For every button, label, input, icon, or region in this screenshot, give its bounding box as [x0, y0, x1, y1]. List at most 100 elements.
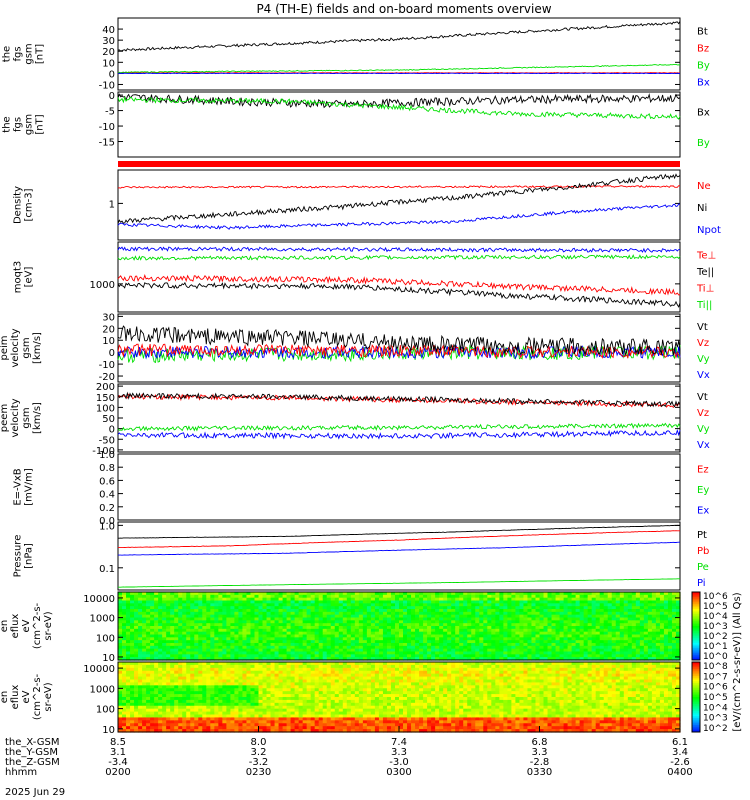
spectrogram-cell — [158, 702, 163, 707]
spectrogram-cell — [366, 600, 372, 604]
spectrogram-cell — [350, 617, 356, 621]
spectrogram-cell — [270, 699, 276, 704]
spectrogram-cell — [218, 691, 223, 695]
spectrogram-cell — [210, 614, 215, 619]
legend-By: By — [697, 138, 710, 149]
spectrogram-cell — [563, 657, 569, 661]
spectrogram-cell — [226, 640, 231, 644]
spectrogram-cell — [507, 654, 512, 658]
spectrogram-cell — [639, 628, 645, 633]
spectrogram-cell — [346, 679, 352, 684]
spectrogram-cell — [611, 637, 617, 641]
spectrogram-cell — [382, 645, 388, 650]
spectrogram-cell — [190, 637, 195, 641]
spectrogram-cell — [651, 600, 657, 604]
spectrogram-cell — [631, 651, 637, 655]
spectrogram-cell — [374, 654, 380, 658]
spectrogram-cell — [202, 667, 207, 672]
spectrogram-cell — [314, 600, 320, 604]
spectrogram-cell — [138, 697, 143, 701]
spectrogram-cell — [226, 688, 231, 692]
spectrogram-cell — [322, 645, 328, 650]
spectrogram-cell — [483, 611, 488, 616]
spectrogram-cell — [186, 688, 191, 692]
spectrogram-cell — [202, 628, 207, 633]
spectrogram-cell — [182, 606, 187, 610]
spectrogram-cell — [158, 597, 163, 602]
spectrogram-cell — [190, 640, 195, 644]
spectrogram-cell — [194, 708, 199, 713]
spectrogram-cell — [527, 648, 533, 653]
spectrogram-cell — [214, 592, 219, 596]
spectrogram-cell — [411, 603, 416, 607]
spectrogram-cell — [238, 688, 244, 692]
spectrogram-cell — [298, 634, 304, 638]
spectrogram-cell — [258, 620, 264, 624]
spectrogram-cell — [274, 648, 280, 653]
spectrogram-cell — [346, 617, 352, 621]
spectrogram-cell — [326, 699, 332, 704]
spectrogram-cell — [487, 620, 492, 624]
spectrogram-cell — [150, 679, 155, 684]
spectrogram-cell — [278, 628, 284, 633]
spectrogram-cell — [142, 651, 147, 655]
spectrogram-cell — [350, 606, 356, 610]
spectrogram-cell — [579, 603, 585, 607]
spectrogram-cell — [146, 645, 151, 650]
spectrogram-cell — [190, 717, 195, 721]
spectrogram-cell — [583, 648, 589, 653]
spectrogram-cell — [659, 597, 665, 602]
series-Bt — [117, 20, 681, 52]
spectrogram-cell — [190, 620, 195, 624]
spectrogram-cell — [627, 640, 633, 644]
spectrogram-cell — [146, 620, 151, 624]
spectrogram-cell — [186, 628, 191, 633]
spectrogram-cell — [386, 637, 392, 641]
spectrogram-cell — [655, 654, 661, 658]
spectrogram-cell — [483, 640, 488, 644]
spectrogram-cell — [202, 673, 207, 678]
spectrogram-cell — [671, 648, 677, 653]
spectrogram-cell — [354, 648, 360, 653]
spectrogram-cell — [222, 654, 227, 658]
spectrogram-cell — [419, 611, 424, 616]
spectrogram-cell — [603, 609, 609, 613]
spectrogram-cell — [342, 714, 348, 719]
spectrogram-cell — [415, 606, 420, 610]
spectrogram-cell — [455, 603, 460, 607]
spectrogram-cell — [583, 626, 589, 630]
spectrogram-cell — [611, 611, 617, 616]
spectrogram-cell — [210, 717, 215, 721]
spectrogram-cell — [607, 631, 613, 636]
spectrogram-cell — [643, 606, 649, 610]
spectrogram-cell — [186, 651, 191, 655]
spectrogram-cell — [322, 648, 328, 653]
spectrogram-cell — [555, 657, 561, 661]
spectrogram-cell — [427, 626, 432, 630]
spectrogram-cell — [346, 697, 352, 701]
spectrogram-cell — [358, 611, 364, 616]
spectrogram-cell — [230, 606, 236, 610]
spectrogram-cell — [258, 714, 264, 719]
legend-Ex: Ex — [697, 506, 709, 517]
spectrogram-cell — [134, 726, 139, 730]
ylabel-line: eflux — [10, 614, 21, 639]
spectrogram-cell — [495, 592, 500, 596]
spectrogram-cell — [631, 620, 637, 624]
spectrogram-cell — [278, 717, 284, 721]
spectrogram-cell — [527, 628, 533, 633]
spectrogram-cell — [346, 688, 352, 692]
spectrogram-cell — [407, 614, 412, 619]
spectrogram-cell — [463, 611, 468, 616]
spectrogram-cell — [270, 717, 276, 721]
spectrogram-cell — [218, 720, 223, 724]
spectrogram-cell — [238, 626, 244, 630]
spectrogram-cell — [266, 648, 272, 653]
spectrogram-cell — [242, 637, 248, 641]
spectrogram-cell — [186, 611, 191, 616]
spectrogram-cell — [310, 620, 316, 624]
spectrogram-cell — [559, 651, 565, 655]
spectrogram-cell — [419, 594, 424, 599]
spectrogram-cell — [631, 645, 637, 650]
spectrogram-cell — [202, 645, 207, 650]
